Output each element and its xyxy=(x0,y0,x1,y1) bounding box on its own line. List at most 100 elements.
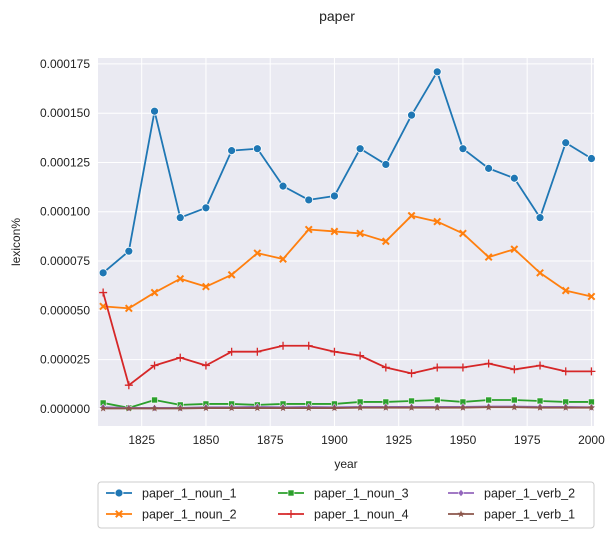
legend-item: paper_1_noun_2 xyxy=(106,508,237,522)
data-point xyxy=(356,351,365,360)
x-axis-ticks: 1825 1850 1875 1900 1925 1950 1975 2000 xyxy=(128,433,605,447)
data-point xyxy=(535,213,545,223)
data-point xyxy=(510,365,519,374)
x-tick-label: 1875 xyxy=(257,433,284,447)
y-tick-label: 0.000025 xyxy=(40,353,90,367)
data-point xyxy=(125,404,133,412)
data-point xyxy=(175,213,185,223)
series-paper_1_noun_1 xyxy=(98,67,596,278)
data-point xyxy=(355,144,365,154)
data-point xyxy=(150,288,159,297)
legend-marker xyxy=(457,510,465,518)
series-layer xyxy=(98,67,596,412)
data-point xyxy=(304,195,314,205)
legend-item: paper_1_noun_3 xyxy=(278,487,409,501)
data-point xyxy=(124,381,133,390)
x-tick-label: 2000 xyxy=(578,433,605,447)
series-paper_1_noun_4 xyxy=(99,288,596,390)
data-point xyxy=(407,211,416,220)
data-point xyxy=(227,347,236,356)
y-tick-label: 0.000175 xyxy=(40,57,90,71)
legend-label: paper_1_verb_1 xyxy=(484,508,575,522)
data-point xyxy=(304,225,313,234)
data-point xyxy=(330,191,339,201)
data-point xyxy=(356,229,365,238)
legend-item: paper_1_noun_4 xyxy=(278,508,409,522)
data-point xyxy=(561,286,570,295)
legend-label: paper_1_noun_2 xyxy=(142,508,237,522)
y-tick-label: 0.000075 xyxy=(40,254,90,268)
series-paper_1_verb_1 xyxy=(99,403,596,412)
data-point xyxy=(304,341,313,350)
data-point xyxy=(252,144,262,154)
data-point xyxy=(150,106,159,116)
data-point xyxy=(124,304,133,313)
data-point xyxy=(124,246,134,256)
data-point xyxy=(278,181,288,191)
data-point xyxy=(561,138,571,148)
y-tick-label: 0.000100 xyxy=(40,205,90,219)
data-point xyxy=(458,144,468,154)
legend-item: paper_1_verb_1 xyxy=(448,508,575,522)
legend-item: paper_1_noun_1 xyxy=(106,487,237,501)
legend-label: paper_1_verb_2 xyxy=(484,487,575,501)
data-point xyxy=(511,396,518,404)
x-tick-label: 1900 xyxy=(321,433,348,447)
data-point xyxy=(484,253,493,261)
data-point xyxy=(433,403,441,411)
x-axis-label: year xyxy=(334,457,357,471)
data-point xyxy=(356,403,364,411)
y-tick-label: 0.000125 xyxy=(40,155,90,169)
data-point xyxy=(201,361,210,370)
data-point xyxy=(381,363,390,372)
data-point xyxy=(484,359,493,368)
data-point xyxy=(381,237,390,246)
legend-marker xyxy=(115,510,123,518)
data-point xyxy=(458,363,467,372)
y-tick-label: 0.000150 xyxy=(40,106,90,120)
series-paper_1_noun_2 xyxy=(99,211,596,313)
data-point xyxy=(176,274,185,283)
data-point xyxy=(202,404,210,412)
data-point xyxy=(407,110,416,120)
data-point xyxy=(587,292,596,301)
data-point xyxy=(176,404,184,412)
x-tick-label: 1975 xyxy=(514,433,541,447)
legend-item: paper_1_verb_2 xyxy=(448,487,575,501)
legend-marker xyxy=(114,488,124,498)
legend-label: paper_1_noun_4 xyxy=(314,508,409,522)
legend-marker xyxy=(287,510,295,518)
y-axis-ticks: 0.000000 0.000025 0.000050 0.000075 0.000100… xyxy=(40,57,90,416)
series-line xyxy=(102,399,592,409)
data-point xyxy=(330,347,339,356)
data-point xyxy=(587,403,596,411)
data-point xyxy=(99,288,108,297)
data-point xyxy=(432,67,442,77)
data-point xyxy=(305,404,313,412)
data-point xyxy=(279,404,287,412)
data-point xyxy=(279,255,287,263)
data-point xyxy=(433,396,441,404)
data-point xyxy=(587,154,596,163)
y-tick-label: 0.000000 xyxy=(40,402,90,416)
data-point xyxy=(98,268,108,278)
data-point xyxy=(253,249,262,258)
data-point xyxy=(228,404,236,412)
data-point xyxy=(279,341,288,350)
data-point xyxy=(407,403,416,411)
data-point xyxy=(253,404,261,412)
data-point xyxy=(253,347,262,356)
legend-label: paper_1_noun_3 xyxy=(314,487,409,501)
data-point xyxy=(536,268,544,277)
data-point xyxy=(150,361,159,370)
data-point xyxy=(201,203,211,213)
data-point xyxy=(484,163,494,173)
data-point xyxy=(510,245,519,254)
data-point xyxy=(485,396,492,404)
data-point xyxy=(536,403,544,411)
data-point xyxy=(536,361,545,370)
plot-area xyxy=(98,58,594,426)
series-line xyxy=(103,214,592,310)
data-point xyxy=(587,367,596,376)
data-point xyxy=(509,173,519,183)
